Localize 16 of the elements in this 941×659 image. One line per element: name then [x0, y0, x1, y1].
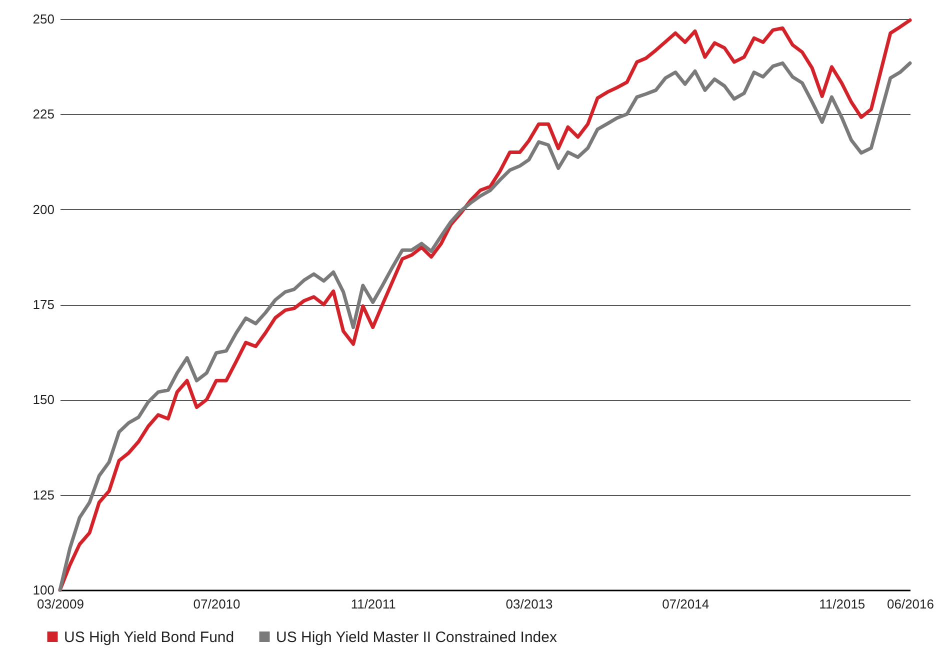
x-tick-label: 06/2016: [887, 596, 934, 612]
x-tick-label: 07/2014: [662, 596, 710, 612]
y-tick-label: 150: [32, 392, 54, 408]
legend-label: US High Yield Master II Constrained Index: [276, 628, 558, 646]
x-tick-label: 07/2010: [193, 596, 240, 612]
x-tick-label: 11/2011: [350, 596, 396, 612]
x-tick-label: 03/2013: [506, 596, 553, 612]
y-tick-label: 250: [32, 12, 54, 26]
legend-label: US High Yield Bond Fund: [64, 628, 234, 646]
y-tick-label: 225: [32, 106, 54, 122]
x-tick-label: 11/2015: [819, 596, 866, 612]
y-tick-label: 175: [32, 297, 54, 312]
y-tick-label: 125: [32, 487, 54, 502]
y-tick-label: 200: [32, 202, 54, 217]
y-tick-label: 100: [32, 582, 54, 598]
x-tick-label: 03/2009: [37, 596, 84, 612]
